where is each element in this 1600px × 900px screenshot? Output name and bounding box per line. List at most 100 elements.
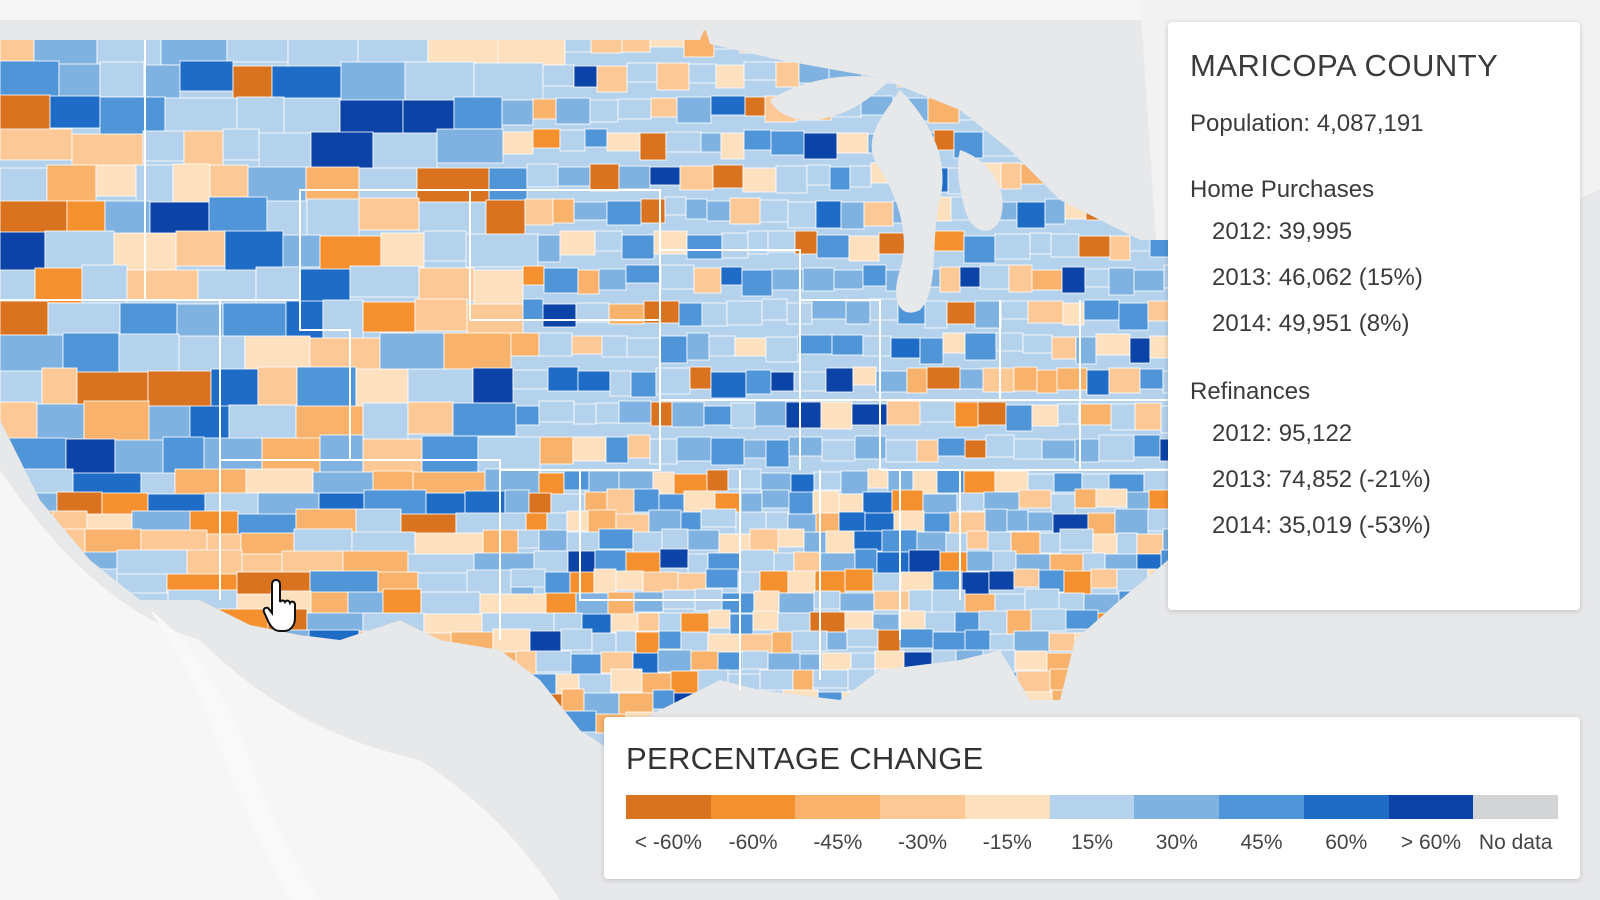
county-cell[interactable] xyxy=(745,369,772,395)
county-cell[interactable] xyxy=(562,710,597,733)
county-cell[interactable] xyxy=(820,401,853,430)
county-cell[interactable] xyxy=(664,196,687,216)
county-cell[interactable] xyxy=(939,266,961,293)
county-cell[interactable] xyxy=(621,234,655,260)
county-cell[interactable] xyxy=(942,332,966,354)
county-cell[interactable] xyxy=(1035,60,1063,84)
county-cell[interactable] xyxy=(126,269,199,301)
county-cell[interactable] xyxy=(985,434,1015,458)
county-cell[interactable] xyxy=(414,298,468,332)
county-cell[interactable] xyxy=(771,268,804,291)
county-cell[interactable] xyxy=(1110,403,1136,431)
county-cell[interactable] xyxy=(974,300,1002,329)
county-cell[interactable] xyxy=(1083,668,1108,693)
county-cell[interactable] xyxy=(964,332,997,361)
county-cell[interactable] xyxy=(727,673,761,693)
county-cell[interactable] xyxy=(618,400,652,424)
county-cell[interactable] xyxy=(916,439,939,463)
county-cell[interactable] xyxy=(1013,366,1038,392)
county-cell[interactable] xyxy=(927,97,960,124)
county-cell[interactable] xyxy=(626,337,661,358)
county-cell[interactable] xyxy=(1133,269,1165,292)
county-cell[interactable] xyxy=(452,402,517,437)
county-cell[interactable] xyxy=(532,128,561,149)
county-cell[interactable] xyxy=(610,613,639,633)
county-cell[interactable] xyxy=(660,264,695,290)
county-cell[interactable] xyxy=(1042,130,1072,153)
county-cell[interactable] xyxy=(739,29,766,54)
county-cell[interactable] xyxy=(572,436,607,462)
county-cell[interactable] xyxy=(710,95,746,116)
county-cell[interactable] xyxy=(1109,235,1131,261)
county-cell[interactable] xyxy=(1002,99,1037,121)
county-cell[interactable] xyxy=(688,63,717,84)
county-cell[interactable] xyxy=(984,508,1008,534)
county-cell[interactable] xyxy=(1163,264,1184,289)
county-cell[interactable] xyxy=(1133,434,1161,458)
county-cell[interactable] xyxy=(932,570,963,593)
county-cell[interactable] xyxy=(465,708,501,748)
county-cell[interactable] xyxy=(902,668,928,697)
county-cell[interactable] xyxy=(589,99,619,123)
county-cell[interactable] xyxy=(358,197,420,231)
county-cell[interactable] xyxy=(419,670,489,709)
county-cell[interactable] xyxy=(349,265,420,298)
county-cell[interactable] xyxy=(791,630,828,652)
county-cell[interactable] xyxy=(1031,404,1059,427)
county-cell[interactable] xyxy=(665,131,702,153)
county-cell[interactable] xyxy=(1126,491,1150,512)
county-cell[interactable] xyxy=(362,612,425,652)
county-cell[interactable] xyxy=(761,489,790,509)
county-cell[interactable] xyxy=(945,29,982,51)
county-cell[interactable] xyxy=(1143,468,1170,494)
county-cell[interactable] xyxy=(793,551,821,572)
county-cell[interactable] xyxy=(418,267,475,302)
county-cell[interactable] xyxy=(226,30,289,63)
county-cell[interactable] xyxy=(65,438,116,475)
county-cell[interactable] xyxy=(844,568,874,592)
county-cell[interactable] xyxy=(806,164,831,186)
county-cell[interactable] xyxy=(1074,438,1100,463)
county-cell[interactable] xyxy=(828,30,865,53)
county-cell[interactable] xyxy=(584,128,608,148)
county-cell[interactable] xyxy=(1083,299,1120,321)
county-cell[interactable] xyxy=(573,403,597,425)
county-cell[interactable] xyxy=(1041,439,1076,460)
county-cell[interactable] xyxy=(956,492,985,512)
county-cell[interactable] xyxy=(590,27,623,54)
county-cell[interactable] xyxy=(1007,31,1043,59)
county-cell[interactable] xyxy=(933,230,965,252)
county-cell[interactable] xyxy=(759,570,789,594)
county-cell[interactable] xyxy=(1096,631,1123,660)
county-cell[interactable] xyxy=(999,689,1022,714)
county-cell[interactable] xyxy=(148,405,191,443)
county-cell[interactable] xyxy=(673,692,706,713)
county-cell[interactable] xyxy=(988,570,1015,591)
county-cell[interactable] xyxy=(973,689,1001,712)
county-cell[interactable] xyxy=(1129,337,1151,364)
county-cell[interactable] xyxy=(533,708,564,734)
county-cell[interactable] xyxy=(573,201,608,221)
county-cell[interactable] xyxy=(537,234,561,263)
county-cell[interactable] xyxy=(46,164,97,205)
county-cell[interactable] xyxy=(1027,300,1064,324)
county-cell[interactable] xyxy=(1057,403,1080,425)
county-cell[interactable] xyxy=(617,98,652,120)
county-cell[interactable] xyxy=(685,198,708,220)
county-cell[interactable] xyxy=(1101,133,1132,158)
county-cell[interactable] xyxy=(282,234,321,268)
county-cell[interactable] xyxy=(299,692,372,725)
county-cell[interactable] xyxy=(1160,405,1189,434)
county-cell[interactable] xyxy=(454,651,517,685)
county-cell[interactable] xyxy=(472,367,514,404)
county-cell[interactable] xyxy=(1121,629,1150,649)
county-cell[interactable] xyxy=(775,61,800,88)
county-cell[interactable] xyxy=(743,129,772,151)
county-cell[interactable] xyxy=(1117,691,1152,716)
county-cell[interactable] xyxy=(1163,673,1189,699)
county-cell[interactable] xyxy=(966,550,994,572)
county-cell[interactable] xyxy=(741,650,769,670)
county-cell[interactable] xyxy=(730,402,756,429)
county-cell[interactable] xyxy=(269,629,310,686)
county-cell[interactable] xyxy=(959,368,984,390)
